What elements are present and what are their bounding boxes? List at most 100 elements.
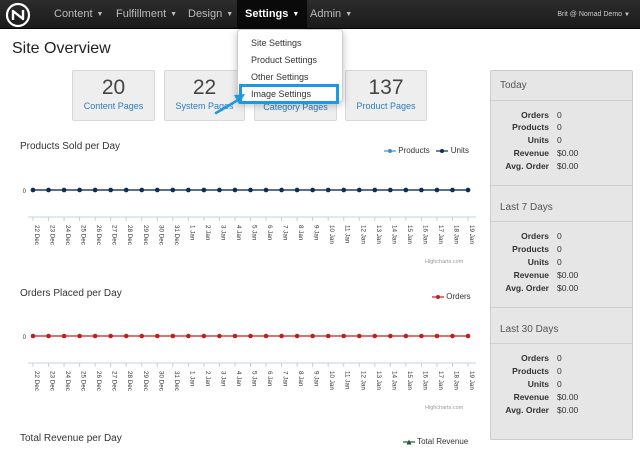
nav-design[interactable]: Design ▼	[180, 0, 241, 29]
data-point[interactable]	[294, 187, 300, 193]
data-point[interactable]	[372, 333, 378, 339]
legend-products[interactable]: Products	[384, 146, 430, 155]
data-point[interactable]	[465, 333, 471, 339]
chart-title-total-revenue: Total Revenue per Day	[20, 433, 122, 444]
menu-item-other-settings[interactable]: Other Settings	[251, 72, 309, 82]
nomad-logo-icon[interactable]	[5, 2, 31, 28]
data-point[interactable]	[139, 187, 145, 193]
x-tick-label: 3 Jan	[219, 225, 226, 241]
menu-item-site-settings[interactable]: Site Settings	[251, 38, 302, 48]
data-point[interactable]	[248, 187, 253, 193]
data-point[interactable]	[217, 333, 222, 339]
x-tick-label: 7 Jan	[282, 225, 289, 241]
data-point[interactable]	[419, 187, 424, 193]
x-tick-label: 17 Jan	[437, 225, 444, 244]
stat-row: Avg. Order $0.00	[491, 283, 632, 295]
nav-settings[interactable]: Settings ▼	[237, 0, 308, 29]
data-point[interactable]	[61, 187, 67, 193]
data-point[interactable]	[232, 333, 238, 339]
data-point[interactable]	[201, 187, 207, 193]
data-point[interactable]	[108, 333, 113, 339]
data-point[interactable]	[170, 333, 176, 339]
highcharts-credit[interactable]: Highcharts.com	[425, 259, 464, 265]
data-point[interactable]	[77, 187, 82, 193]
data-point[interactable]	[92, 187, 98, 193]
user-menu[interactable]: Brit @ Nomad Demo ▼	[557, 0, 630, 29]
data-point[interactable]	[123, 333, 129, 339]
data-point[interactable]	[92, 333, 98, 339]
data-point[interactable]	[248, 333, 253, 339]
stat-link[interactable]: System Pages	[175, 101, 234, 111]
legend-total-revenue[interactable]: Total Revenue	[403, 437, 468, 446]
caret-down-icon: ▼	[292, 11, 300, 18]
stat-product-pages[interactable]: 137 Product Pages	[345, 70, 427, 121]
legend-units[interactable]: Units	[436, 146, 469, 155]
stat-link[interactable]: Content Pages	[83, 101, 144, 111]
legend-orders[interactable]: Orders	[432, 292, 471, 301]
data-point[interactable]	[325, 333, 331, 339]
data-point[interactable]	[310, 333, 315, 339]
data-point[interactable]	[310, 187, 315, 193]
menu-item-product-settings[interactable]: Product Settings	[251, 55, 318, 65]
data-point[interactable]	[30, 333, 36, 339]
nav-fulfillment[interactable]: Fulfillment ▼	[108, 0, 185, 29]
stat-row: Products 0	[491, 244, 632, 256]
data-point[interactable]	[279, 187, 284, 193]
data-point[interactable]	[434, 187, 440, 193]
data-point[interactable]	[325, 187, 331, 193]
data-point[interactable]	[232, 187, 238, 193]
stat-content-pages[interactable]: 20 Content Pages	[72, 70, 155, 121]
nav-admin[interactable]: Admin ▼	[302, 0, 360, 29]
x-tick-label: 22 Dec	[33, 371, 40, 391]
data-point[interactable]	[419, 333, 424, 339]
data-point[interactable]	[263, 187, 269, 193]
data-point[interactable]	[139, 333, 145, 339]
legend-marker-icon	[436, 148, 449, 153]
data-point[interactable]	[388, 333, 393, 339]
data-point[interactable]	[356, 333, 362, 339]
data-point[interactable]	[279, 333, 284, 339]
data-point[interactable]	[154, 333, 160, 339]
data-point[interactable]	[154, 187, 160, 193]
x-tick-label: 18 Jan	[452, 225, 459, 244]
data-point[interactable]	[372, 187, 378, 193]
data-point[interactable]	[201, 333, 207, 339]
data-point[interactable]	[403, 333, 409, 339]
data-point[interactable]	[341, 333, 347, 339]
data-point[interactable]	[263, 333, 269, 339]
data-point[interactable]	[108, 187, 113, 193]
stat-system-pages[interactable]: 22 System Pages	[164, 70, 245, 121]
data-point[interactable]	[170, 187, 176, 193]
data-point[interactable]	[450, 333, 455, 339]
data-point[interactable]	[388, 187, 393, 193]
stat-link[interactable]: Product Pages	[356, 101, 416, 111]
stat-val: 0	[557, 122, 562, 132]
data-point[interactable]	[341, 187, 347, 193]
data-point[interactable]	[434, 333, 440, 339]
stat-link[interactable]: Category Pages	[263, 102, 328, 112]
highcharts-credit[interactable]: Highcharts.com	[425, 405, 464, 411]
legend-marker-icon	[432, 294, 444, 299]
data-point[interactable]	[123, 187, 129, 193]
data-point[interactable]	[186, 333, 191, 339]
data-point[interactable]	[403, 187, 409, 193]
nav-content[interactable]: Content ▼	[46, 0, 111, 29]
menu-item-image-settings[interactable]: Image Settings	[239, 84, 339, 104]
data-point[interactable]	[450, 187, 455, 193]
x-tick-label: 6 Jan	[266, 371, 273, 387]
data-point[interactable]	[294, 333, 300, 339]
stat-val: 0	[557, 353, 562, 363]
data-point[interactable]	[356, 187, 362, 193]
x-tick-label: 14 Jan	[390, 225, 397, 244]
data-point[interactable]	[46, 333, 51, 339]
data-point[interactable]	[46, 187, 51, 193]
data-point[interactable]	[77, 333, 82, 339]
data-point[interactable]	[186, 187, 191, 193]
data-point[interactable]	[30, 187, 36, 193]
data-point[interactable]	[465, 187, 471, 193]
data-point[interactable]	[61, 333, 67, 339]
stat-val: $0.00	[557, 283, 579, 293]
stat-row: Orders 0	[491, 110, 632, 122]
data-point[interactable]	[217, 187, 222, 193]
products-sold-chart: 0 22 Dec 23 Dec 24 Dec 25 Dec 26 Dec 27 Dec 28 …	[23, 187, 476, 245]
